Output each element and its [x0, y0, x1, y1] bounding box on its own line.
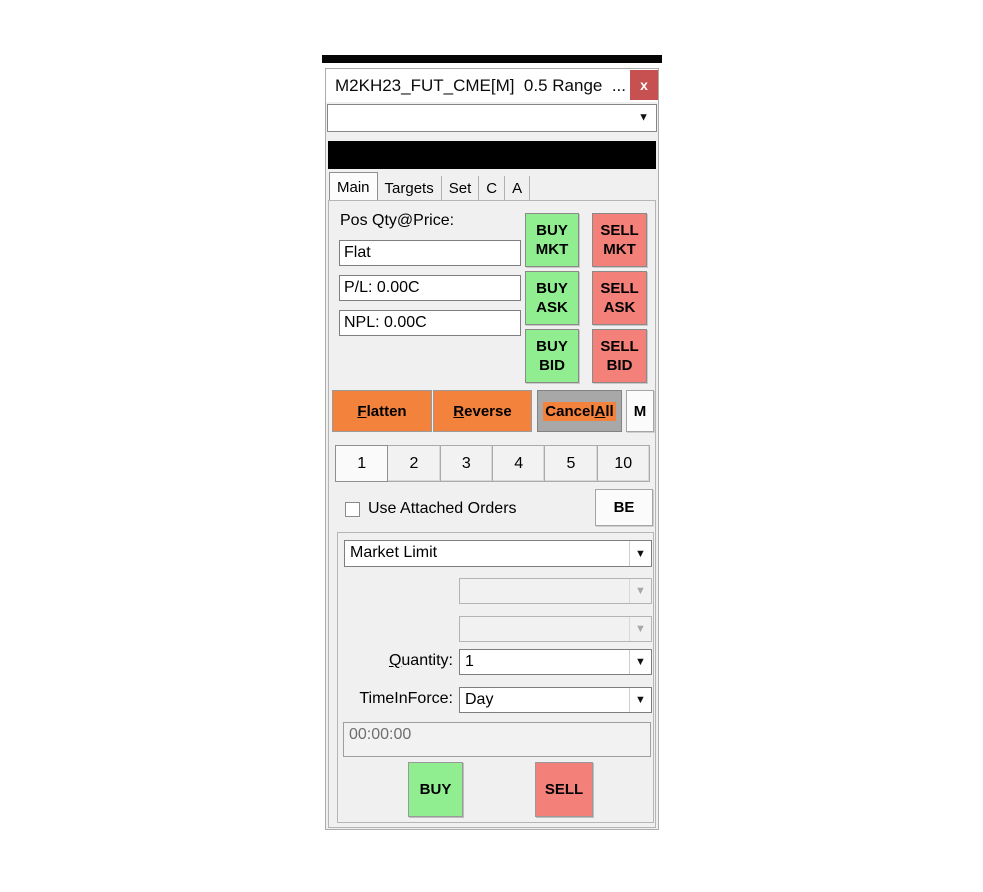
cancel-all-rest: ll: [605, 402, 614, 420]
sell-mkt-button[interactable]: SELL MKT: [592, 213, 647, 267]
qty-preset-row: 1 2 3 4 5 10: [335, 445, 650, 482]
pos-qty-price-label: Pos Qty@Price:: [340, 212, 455, 229]
reverse-underline: R: [453, 402, 465, 420]
order-type-value: Market Limit: [350, 544, 438, 561]
title-bar: M2KH23_FUT_CME[M] 0.5 Range ... x: [326, 69, 658, 102]
quantity-label-underline: Q: [388, 652, 402, 669]
chevron-down-icon: ▼: [629, 650, 651, 674]
quantity-combobox[interactable]: 1 ▼: [459, 649, 652, 675]
price-combobox-1: ▼: [459, 578, 652, 604]
buy-ask-line2: ASK: [536, 299, 568, 316]
sell-mkt-line2: MKT: [603, 241, 636, 258]
tif-combobox[interactable]: Day ▼: [459, 687, 652, 713]
flatten-rest: latten: [366, 402, 407, 420]
timer-field: 00:00:00: [343, 722, 651, 757]
qty-preset-4[interactable]: 4: [491, 445, 546, 482]
chevron-down-icon: ▼: [629, 579, 651, 603]
use-attached-orders-checkbox[interactable]: [345, 502, 360, 517]
buy-button[interactable]: BUY: [408, 762, 463, 817]
pl-value-field: P/L: 0.00C: [339, 275, 521, 301]
quantity-label-rest: uantity:: [401, 652, 453, 669]
sell-bid-line1: SELL: [600, 337, 639, 355]
symbol-combobox[interactable]: ▼: [327, 104, 657, 132]
window-top-edge: [322, 55, 662, 63]
chevron-down-icon: ▼: [638, 111, 649, 124]
tif-label: TimeInForce:: [359, 690, 453, 707]
close-icon: x: [640, 77, 648, 93]
use-attached-orders-label: Use Attached Orders: [368, 500, 517, 517]
npl-value-field: NPL: 0.00C: [339, 310, 521, 336]
qty-preset-10[interactable]: 10: [596, 445, 650, 482]
cancel-all-pre: Cancel: [545, 402, 595, 420]
window-title: M2KH23_FUT_CME[M] 0.5 Range ...: [335, 76, 626, 95]
trade-panel-window: M2KH23_FUT_CME[M] 0.5 Range ... x ▼ Main…: [325, 68, 659, 830]
buy-mkt-line1: BUY: [536, 221, 568, 239]
order-entry-groupbox: [337, 532, 654, 823]
flatten-button[interactable]: Flatten: [332, 390, 432, 432]
buy-bid-line2: BID: [539, 357, 565, 374]
sell-ask-line1: SELL: [600, 279, 639, 297]
tab-targets[interactable]: Targets: [378, 176, 442, 201]
tab-set[interactable]: Set: [442, 176, 480, 201]
tif-value: Day: [465, 691, 494, 708]
black-banner: [328, 141, 656, 169]
chevron-down-icon: ▼: [629, 688, 651, 712]
buy-ask-line1: BUY: [536, 279, 568, 297]
sell-bid-line2: BID: [606, 357, 633, 374]
buy-bid-button[interactable]: BUY BID: [525, 329, 579, 383]
buy-bid-line1: BUY: [536, 337, 568, 355]
position-value-field[interactable]: Flat: [339, 240, 521, 266]
quantity-label: Quantity:: [350, 652, 453, 670]
buy-ask-button[interactable]: BUY ASK: [525, 271, 579, 325]
cancel-all-underline: A: [594, 402, 606, 420]
sell-bid-button[interactable]: SELL BID: [592, 329, 647, 383]
cancel-all-button[interactable]: CancelAll: [537, 390, 622, 432]
m-button[interactable]: M: [626, 390, 654, 432]
qty-preset-5[interactable]: 5: [544, 445, 598, 482]
buy-mkt-line2: MKT: [535, 241, 569, 258]
sell-ask-button[interactable]: SELL ASK: [592, 271, 647, 325]
qty-preset-2[interactable]: 2: [387, 445, 441, 482]
flatten-underline: F: [357, 402, 367, 420]
qty-preset-1[interactable]: 1: [335, 445, 389, 482]
tab-main[interactable]: Main: [329, 172, 378, 201]
tab-a[interactable]: A: [505, 176, 531, 201]
qty-preset-3[interactable]: 3: [439, 445, 493, 482]
quantity-value: 1: [465, 653, 474, 670]
sell-button[interactable]: SELL: [535, 762, 593, 817]
sell-mkt-line1: SELL: [600, 221, 639, 239]
close-button[interactable]: x: [630, 70, 658, 100]
buy-mkt-button[interactable]: BUY MKT: [525, 213, 579, 267]
chevron-down-icon: ▼: [629, 617, 651, 641]
be-button[interactable]: BE: [595, 489, 653, 526]
sell-ask-line2: ASK: [603, 299, 636, 316]
order-type-combobox[interactable]: Market Limit ▼: [344, 540, 652, 567]
chevron-down-icon: ▼: [629, 541, 651, 566]
reverse-button[interactable]: Reverse: [433, 390, 532, 432]
tab-bar: Main Targets Set C A: [329, 172, 531, 201]
tab-c[interactable]: C: [479, 176, 506, 201]
reverse-rest: everse: [464, 402, 512, 420]
price-combobox-2: ▼: [459, 616, 652, 642]
